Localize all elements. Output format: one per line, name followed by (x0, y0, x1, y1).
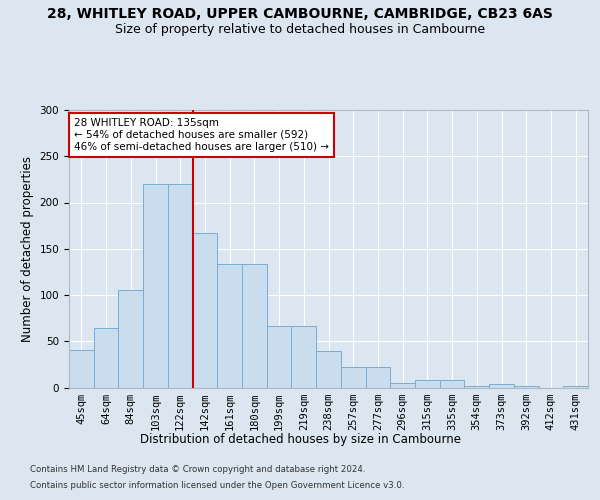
Text: Distribution of detached houses by size in Cambourne: Distribution of detached houses by size … (139, 432, 461, 446)
Bar (143, 184, 168, 388)
Bar (168, 184, 193, 388)
Bar (292, 326, 316, 388)
Bar (440, 380, 464, 388)
Bar (118, 290, 143, 388)
Bar (316, 350, 341, 388)
Bar (489, 384, 514, 388)
Bar (217, 264, 242, 388)
Text: 28 WHITLEY ROAD: 135sqm
← 54% of detached houses are smaller (592)
46% of semi-d: 28 WHITLEY ROAD: 135sqm ← 54% of detache… (74, 118, 329, 152)
Bar (267, 326, 292, 388)
Bar (464, 386, 489, 388)
Bar (193, 233, 217, 388)
Text: Size of property relative to detached houses in Cambourne: Size of property relative to detached ho… (115, 22, 485, 36)
Text: Contains HM Land Registry data © Crown copyright and database right 2024.: Contains HM Land Registry data © Crown c… (30, 465, 365, 474)
Bar (514, 386, 539, 388)
Bar (415, 380, 440, 388)
Y-axis label: Number of detached properties: Number of detached properties (21, 156, 34, 342)
Bar (341, 367, 365, 388)
Bar (563, 386, 588, 388)
Bar (365, 367, 390, 388)
Text: Contains public sector information licensed under the Open Government Licence v3: Contains public sector information licen… (30, 481, 404, 490)
Bar (94, 328, 118, 388)
Bar (242, 264, 267, 388)
Bar (390, 383, 415, 388)
Bar (69, 350, 94, 388)
Text: 28, WHITLEY ROAD, UPPER CAMBOURNE, CAMBRIDGE, CB23 6AS: 28, WHITLEY ROAD, UPPER CAMBOURNE, CAMBR… (47, 8, 553, 22)
